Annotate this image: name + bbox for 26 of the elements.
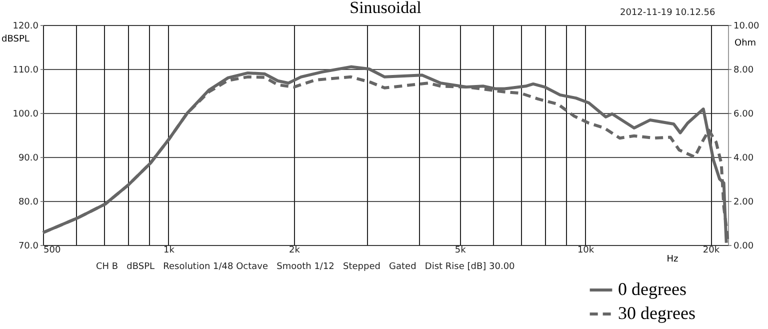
legend-label: 0 degrees <box>618 279 686 299</box>
y2-tick-label: 8.00 <box>734 66 754 76</box>
text: 2012-11-19 10.12.56 <box>620 8 716 18</box>
y-tick-label: 120.0 <box>12 22 39 32</box>
y-tick-label: 110.0 <box>12 66 39 76</box>
x-tick-label: 10k <box>577 246 595 256</box>
y2-tick-label: 2.00 <box>734 198 754 208</box>
y-tick-label: 80.0 <box>18 198 39 208</box>
y2-tick-label: 10.00 <box>734 22 760 32</box>
x-tick-label: 5k <box>454 246 467 256</box>
y-tick-label: 100.0 <box>12 110 39 120</box>
chart-title: Sinusoidal <box>350 0 422 17</box>
x-tick-label: 1k <box>163 246 176 256</box>
y-tick-label: 70.0 <box>18 242 39 252</box>
x-axis-title: Hz <box>666 254 679 264</box>
x-tick-label: 500 <box>44 246 61 256</box>
text: CH B dBSPL Resolution 1/48 Octave Smooth 1/12 Stepped Gated Dist Rise [dB] 30.00 <box>96 262 515 272</box>
y2-axis-title: Ohm <box>734 38 756 48</box>
x-tick-label: 20k <box>702 246 720 256</box>
y-axis-title: dBSPL <box>2 34 30 44</box>
y2-tick-label: 4.00 <box>734 154 754 164</box>
x-tick-label: 2k <box>288 246 301 256</box>
legend-label: 30 degrees <box>618 303 696 323</box>
y2-tick-label: 0.00 <box>734 242 754 252</box>
y-tick-label: 90.0 <box>18 154 39 164</box>
y2-tick-label: 6.00 <box>734 110 754 120</box>
